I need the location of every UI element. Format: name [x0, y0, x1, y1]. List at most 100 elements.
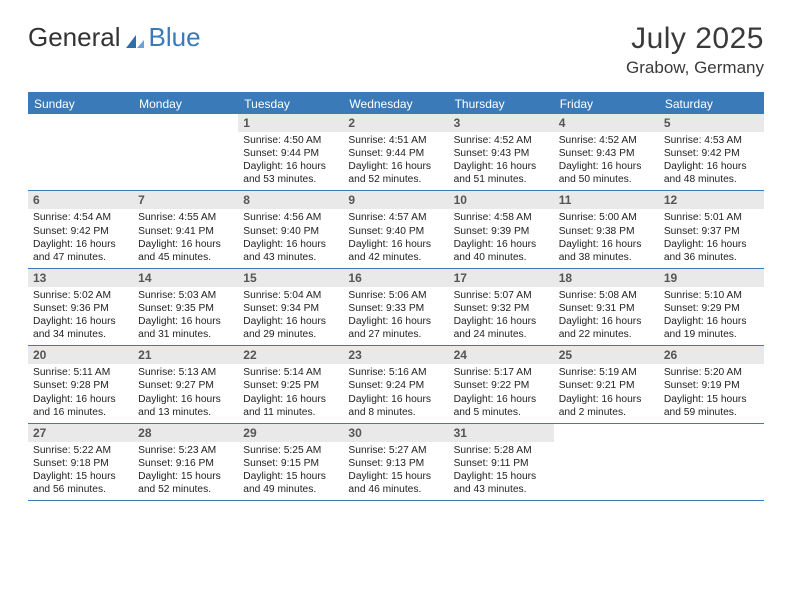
calendar-cell: 29Sunrise: 5:25 AMSunset: 9:15 PMDayligh… — [238, 424, 343, 500]
calendar-cell — [133, 114, 238, 190]
day-number: 11 — [554, 191, 659, 209]
day-number: 1 — [238, 114, 343, 132]
calendar-cell: 18Sunrise: 5:08 AMSunset: 9:31 PMDayligh… — [554, 269, 659, 345]
sunset-text: Sunset: 9:40 PM — [348, 225, 444, 238]
day-body: Sunrise: 4:57 AMSunset: 9:40 PMDaylight:… — [343, 209, 448, 267]
sunrise-text: Sunrise: 4:58 AM — [454, 211, 550, 224]
day-body: Sunrise: 5:19 AMSunset: 9:21 PMDaylight:… — [554, 364, 659, 422]
sunrise-text: Sunrise: 4:50 AM — [243, 134, 339, 147]
day-body: Sunrise: 5:04 AMSunset: 9:34 PMDaylight:… — [238, 287, 343, 345]
day-header: Tuesday — [238, 94, 343, 114]
daylight-text: Daylight: 16 hours and 36 minutes. — [664, 238, 760, 264]
day-number: 6 — [28, 191, 133, 209]
daylight-text: Daylight: 15 hours and 43 minutes. — [454, 470, 550, 496]
sunset-text: Sunset: 9:13 PM — [348, 457, 444, 470]
sunset-text: Sunset: 9:44 PM — [243, 147, 339, 160]
day-number — [659, 424, 764, 442]
sunset-text: Sunset: 9:44 PM — [348, 147, 444, 160]
calendar-cell: 24Sunrise: 5:17 AMSunset: 9:22 PMDayligh… — [449, 346, 554, 422]
calendar-cell: 6Sunrise: 4:54 AMSunset: 9:42 PMDaylight… — [28, 191, 133, 267]
day-body: Sunrise: 4:51 AMSunset: 9:44 PMDaylight:… — [343, 132, 448, 190]
sunrise-text: Sunrise: 5:25 AM — [243, 444, 339, 457]
location: Grabow, Germany — [626, 58, 764, 78]
day-number: 12 — [659, 191, 764, 209]
day-body: Sunrise: 5:07 AMSunset: 9:32 PMDaylight:… — [449, 287, 554, 345]
day-number: 5 — [659, 114, 764, 132]
calendar-cell: 19Sunrise: 5:10 AMSunset: 9:29 PMDayligh… — [659, 269, 764, 345]
day-body: Sunrise: 5:17 AMSunset: 9:22 PMDaylight:… — [449, 364, 554, 422]
calendar-cell: 28Sunrise: 5:23 AMSunset: 9:16 PMDayligh… — [133, 424, 238, 500]
sunset-text: Sunset: 9:15 PM — [243, 457, 339, 470]
day-body: Sunrise: 4:50 AMSunset: 9:44 PMDaylight:… — [238, 132, 343, 190]
calendar-cell — [659, 424, 764, 500]
daylight-text: Daylight: 15 hours and 49 minutes. — [243, 470, 339, 496]
sunrise-text: Sunrise: 4:52 AM — [559, 134, 655, 147]
daylight-text: Daylight: 16 hours and 47 minutes. — [33, 238, 129, 264]
day-body — [659, 442, 764, 500]
calendar-week: 6Sunrise: 4:54 AMSunset: 9:42 PMDaylight… — [28, 191, 764, 268]
sunset-text: Sunset: 9:22 PM — [454, 379, 550, 392]
calendar-cell: 26Sunrise: 5:20 AMSunset: 9:19 PMDayligh… — [659, 346, 764, 422]
sunrise-text: Sunrise: 4:51 AM — [348, 134, 444, 147]
day-body: Sunrise: 5:00 AMSunset: 9:38 PMDaylight:… — [554, 209, 659, 267]
sunrise-text: Sunrise: 4:57 AM — [348, 211, 444, 224]
sunset-text: Sunset: 9:39 PM — [454, 225, 550, 238]
calendar-week: 20Sunrise: 5:11 AMSunset: 9:28 PMDayligh… — [28, 346, 764, 423]
day-number: 4 — [554, 114, 659, 132]
day-number: 20 — [28, 346, 133, 364]
daylight-text: Daylight: 15 hours and 56 minutes. — [33, 470, 129, 496]
brand-part1: General — [28, 22, 121, 53]
daylight-text: Daylight: 16 hours and 16 minutes. — [33, 393, 129, 419]
daylight-text: Daylight: 16 hours and 31 minutes. — [138, 315, 234, 341]
day-body — [28, 132, 133, 190]
sunset-text: Sunset: 9:28 PM — [33, 379, 129, 392]
daylight-text: Daylight: 16 hours and 42 minutes. — [348, 238, 444, 264]
day-body: Sunrise: 5:16 AMSunset: 9:24 PMDaylight:… — [343, 364, 448, 422]
calendar-cell: 25Sunrise: 5:19 AMSunset: 9:21 PMDayligh… — [554, 346, 659, 422]
day-number: 25 — [554, 346, 659, 364]
calendar-cell: 21Sunrise: 5:13 AMSunset: 9:27 PMDayligh… — [133, 346, 238, 422]
day-number: 22 — [238, 346, 343, 364]
sunrise-text: Sunrise: 4:52 AM — [454, 134, 550, 147]
sunset-text: Sunset: 9:33 PM — [348, 302, 444, 315]
brand-part2: Blue — [149, 22, 201, 53]
sunrise-text: Sunrise: 5:28 AM — [454, 444, 550, 457]
sunset-text: Sunset: 9:29 PM — [664, 302, 760, 315]
day-number: 7 — [133, 191, 238, 209]
calendar-cell — [554, 424, 659, 500]
sunrise-text: Sunrise: 4:56 AM — [243, 211, 339, 224]
calendar-cell: 23Sunrise: 5:16 AMSunset: 9:24 PMDayligh… — [343, 346, 448, 422]
day-body: Sunrise: 5:28 AMSunset: 9:11 PMDaylight:… — [449, 442, 554, 500]
day-body: Sunrise: 5:27 AMSunset: 9:13 PMDaylight:… — [343, 442, 448, 500]
day-body: Sunrise: 5:13 AMSunset: 9:27 PMDaylight:… — [133, 364, 238, 422]
calendar-week: 13Sunrise: 5:02 AMSunset: 9:36 PMDayligh… — [28, 269, 764, 346]
sunrise-text: Sunrise: 5:23 AM — [138, 444, 234, 457]
day-body: Sunrise: 5:20 AMSunset: 9:19 PMDaylight:… — [659, 364, 764, 422]
calendar-cell: 20Sunrise: 5:11 AMSunset: 9:28 PMDayligh… — [28, 346, 133, 422]
day-body: Sunrise: 5:25 AMSunset: 9:15 PMDaylight:… — [238, 442, 343, 500]
day-header: Thursday — [449, 94, 554, 114]
sunrise-text: Sunrise: 5:07 AM — [454, 289, 550, 302]
sunset-text: Sunset: 9:32 PM — [454, 302, 550, 315]
title-block: July 2025 Grabow, Germany — [626, 22, 764, 78]
sunrise-text: Sunrise: 5:19 AM — [559, 366, 655, 379]
sunrise-text: Sunrise: 4:54 AM — [33, 211, 129, 224]
day-header: Monday — [133, 94, 238, 114]
daylight-text: Daylight: 16 hours and 52 minutes. — [348, 160, 444, 186]
day-number: 24 — [449, 346, 554, 364]
calendar-cell: 31Sunrise: 5:28 AMSunset: 9:11 PMDayligh… — [449, 424, 554, 500]
sunrise-text: Sunrise: 5:14 AM — [243, 366, 339, 379]
sunrise-text: Sunrise: 5:27 AM — [348, 444, 444, 457]
sunset-text: Sunset: 9:43 PM — [559, 147, 655, 160]
sunrise-text: Sunrise: 5:08 AM — [559, 289, 655, 302]
day-number: 3 — [449, 114, 554, 132]
day-number: 9 — [343, 191, 448, 209]
day-body: Sunrise: 5:01 AMSunset: 9:37 PMDaylight:… — [659, 209, 764, 267]
page-title: July 2025 — [626, 22, 764, 56]
sunset-text: Sunset: 9:19 PM — [664, 379, 760, 392]
day-header: Saturday — [659, 94, 764, 114]
sunset-text: Sunset: 9:27 PM — [138, 379, 234, 392]
calendar-cell: 15Sunrise: 5:04 AMSunset: 9:34 PMDayligh… — [238, 269, 343, 345]
daylight-text: Daylight: 15 hours and 46 minutes. — [348, 470, 444, 496]
calendar: SundayMondayTuesdayWednesdayThursdayFrid… — [28, 92, 764, 501]
